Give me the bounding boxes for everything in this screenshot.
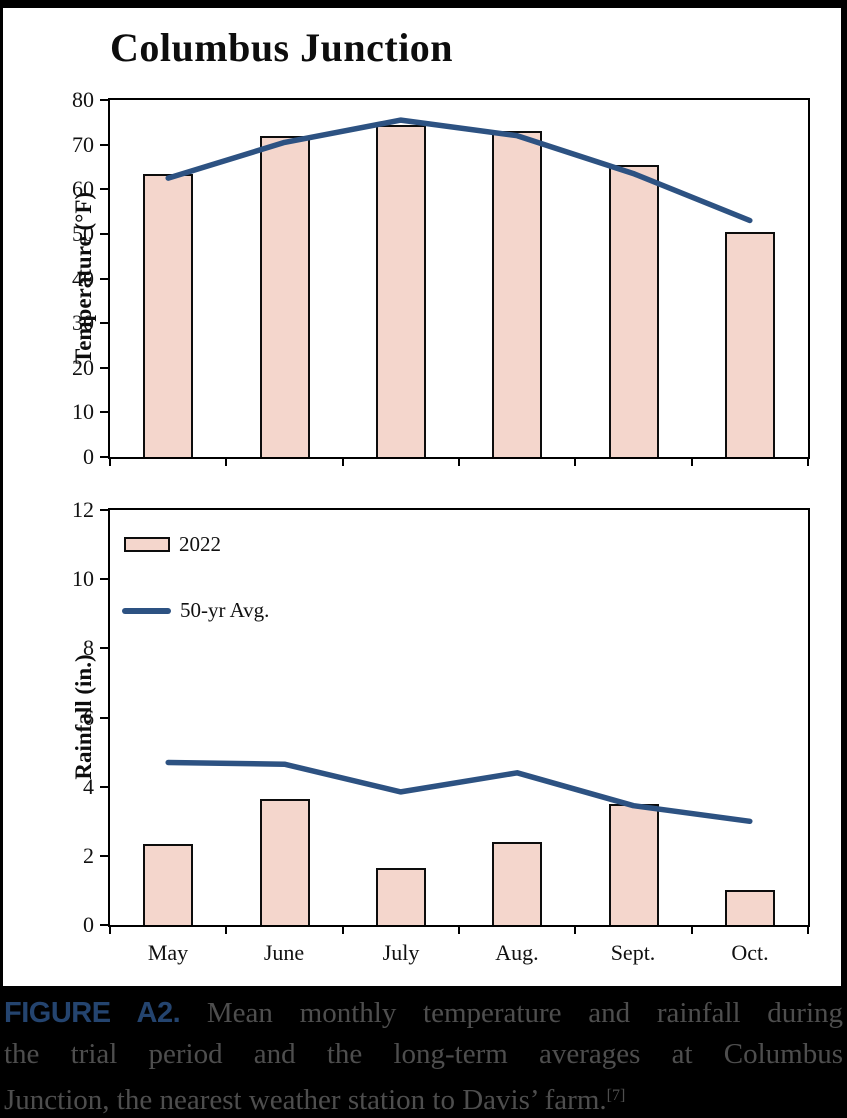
x-tick-mark bbox=[574, 459, 576, 466]
y-tick-label: 20 bbox=[72, 355, 94, 380]
y-tick-mark bbox=[100, 322, 108, 324]
y-tick-mark bbox=[100, 786, 108, 788]
y-tick-label: 70 bbox=[72, 132, 94, 157]
y-tick-label: 8 bbox=[83, 635, 94, 660]
caption-reference: [7] bbox=[606, 1087, 626, 1104]
y-tick-label: 80 bbox=[72, 87, 94, 112]
legend-50yr-label: 50-yr Avg. bbox=[180, 598, 270, 622]
x-tick-mark bbox=[807, 459, 809, 466]
caption-text: Junction, the nearest weather station to… bbox=[4, 1084, 607, 1116]
y-tick-mark bbox=[100, 233, 108, 235]
caption-line: FIGURE A2. Mean monthly temperature and … bbox=[4, 993, 843, 1034]
bar-2022-may bbox=[143, 174, 194, 457]
y-tick-label: 30 bbox=[72, 310, 94, 335]
y-tick-mark bbox=[100, 144, 108, 146]
y-tick-mark bbox=[100, 99, 108, 101]
y-tick-mark bbox=[100, 717, 108, 719]
x-tick-mark bbox=[225, 927, 227, 934]
legend-item-2022: 2022 bbox=[124, 532, 221, 557]
y-tick-label: 6 bbox=[83, 705, 94, 730]
line-50-yr-avg- bbox=[165, 117, 753, 224]
y-tick-mark bbox=[100, 509, 108, 511]
bar-2022-june bbox=[259, 136, 310, 457]
x-tick-mark bbox=[807, 927, 809, 934]
bar-2022-june bbox=[259, 799, 310, 925]
y-tick-label: 10 bbox=[72, 566, 94, 591]
y-tick-label: 40 bbox=[72, 266, 94, 291]
y-tick-label: 4 bbox=[83, 774, 94, 799]
month-label-may: May bbox=[147, 940, 189, 965]
month-label-oct: Oct. bbox=[731, 940, 769, 965]
figure-caption: FIGURE A2. Mean monthly temperature and … bbox=[0, 986, 847, 1118]
bar-2022-aug bbox=[492, 842, 543, 925]
y-tick-label: 10 bbox=[72, 399, 94, 424]
bar-2022-aug bbox=[492, 131, 543, 457]
rainfall-plot: 2022 50-yr Avg. bbox=[108, 508, 810, 927]
legend-2022-label: 2022 bbox=[179, 532, 221, 556]
y-tick-mark bbox=[100, 578, 108, 580]
x-tick-mark bbox=[458, 927, 460, 934]
caption-line: the trial period and the long-term avera… bbox=[4, 1038, 843, 1070]
x-tick-mark bbox=[691, 927, 693, 934]
bar-2022-sept bbox=[608, 804, 659, 925]
month-label-july: July bbox=[382, 940, 420, 965]
y-tick-label: 60 bbox=[72, 176, 94, 201]
chart-title: Columbus Junction bbox=[110, 25, 454, 70]
y-tick-mark bbox=[100, 411, 108, 413]
legend-item-50yr-avg: 50-yr Avg. bbox=[122, 598, 269, 623]
x-tick-mark bbox=[342, 459, 344, 466]
caption-line: Junction, the nearest weather station to… bbox=[4, 1075, 843, 1118]
month-label-aug: Aug. bbox=[495, 940, 539, 965]
bar-2022-oct bbox=[724, 890, 775, 925]
y-tick-label: 50 bbox=[72, 221, 94, 246]
x-tick-mark bbox=[691, 459, 693, 466]
figure-label: FIGURE A2. bbox=[4, 997, 181, 1029]
y-tick-label: 0 bbox=[83, 912, 94, 937]
y-tick-label: 0 bbox=[83, 444, 94, 469]
legend-50yr-line-swatch bbox=[122, 607, 171, 614]
x-tick-mark bbox=[225, 459, 227, 466]
temperature-plot bbox=[108, 98, 810, 459]
caption-text: Mean monthly temperature and rainfall du… bbox=[206, 997, 844, 1029]
bar-2022-may bbox=[143, 844, 194, 925]
x-tick-mark bbox=[109, 459, 111, 466]
bar-2022-oct bbox=[724, 232, 775, 457]
y-tick-mark bbox=[100, 367, 108, 369]
y-tick-label: 12 bbox=[72, 497, 94, 522]
line-50-yr-avg- bbox=[165, 759, 753, 825]
y-tick-mark bbox=[100, 188, 108, 190]
month-label-june: June bbox=[263, 940, 305, 965]
bar-2022-july bbox=[375, 125, 426, 457]
bar-2022-july bbox=[375, 868, 426, 925]
y-tick-mark bbox=[100, 278, 108, 280]
legend-2022-bar-swatch bbox=[124, 537, 170, 552]
x-tick-mark bbox=[458, 459, 460, 466]
bar-2022-sept bbox=[608, 165, 659, 457]
y-tick-mark bbox=[100, 456, 108, 458]
y-tick-label: 2 bbox=[83, 843, 94, 868]
x-tick-mark bbox=[574, 927, 576, 934]
month-label-sept: Sept. bbox=[610, 940, 656, 965]
y-tick-mark bbox=[100, 924, 108, 926]
x-tick-mark bbox=[342, 927, 344, 934]
x-tick-mark bbox=[109, 927, 111, 934]
y-tick-mark bbox=[100, 855, 108, 857]
y-tick-mark bbox=[100, 647, 108, 649]
